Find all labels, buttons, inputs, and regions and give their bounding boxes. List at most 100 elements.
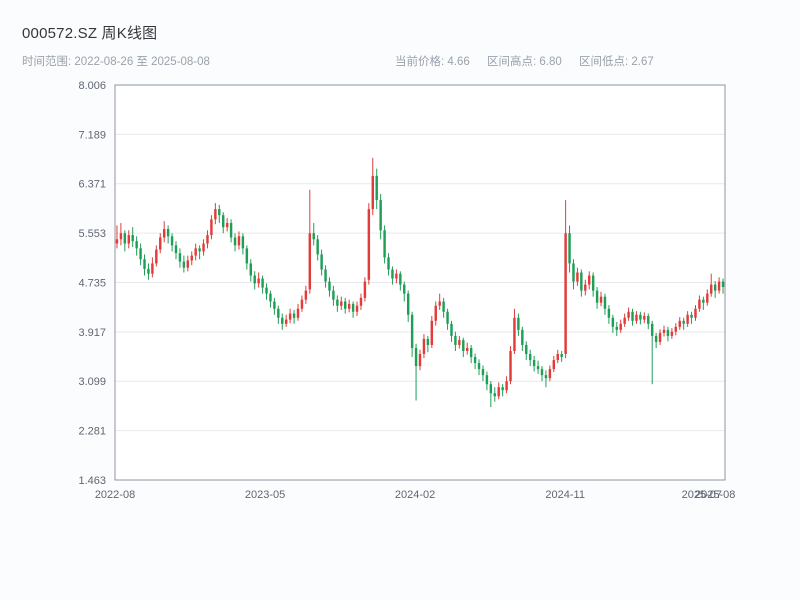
candle-body xyxy=(391,269,394,279)
candle-body xyxy=(702,299,705,303)
candle-body xyxy=(336,299,339,306)
candle-body xyxy=(320,254,323,270)
candle-body xyxy=(159,237,162,250)
candle-body xyxy=(292,313,296,318)
candle-body xyxy=(210,219,213,236)
candle-body xyxy=(233,237,237,246)
candle-body xyxy=(469,347,473,358)
svg-text:3.099: 3.099 xyxy=(78,376,106,388)
candle-body xyxy=(206,235,209,244)
candle-body xyxy=(387,257,390,270)
candle-body xyxy=(560,354,563,358)
svg-text:2023-05: 2023-05 xyxy=(245,489,285,501)
candle-body xyxy=(332,290,335,300)
svg-text:3.917: 3.917 xyxy=(78,327,106,339)
candle-body xyxy=(257,278,260,284)
candle-body xyxy=(202,243,205,252)
date-range-label: 时间范围: 2022-08-26 至 2025-08-08 xyxy=(22,56,210,68)
candle-body xyxy=(666,329,670,336)
svg-text:2.281: 2.281 xyxy=(78,426,106,438)
candle-body xyxy=(505,381,508,391)
candle-body xyxy=(296,308,300,318)
candle-body xyxy=(430,320,434,345)
candle-body xyxy=(304,290,308,300)
candle-body xyxy=(225,223,229,228)
candle-body xyxy=(647,315,650,324)
candle-body xyxy=(438,301,441,306)
candle-body xyxy=(261,278,264,288)
candle-body xyxy=(182,261,186,268)
candle-body xyxy=(458,340,461,345)
svg-text:6.371: 6.371 xyxy=(78,179,106,191)
y-axis-labels: 8.006 7.189 6.371 5.553 4.735 3.917 3.099 2.281… xyxy=(78,80,106,487)
candle-body xyxy=(544,375,548,379)
plot-frame xyxy=(114,84,726,481)
candle-body xyxy=(222,215,225,228)
candle-body xyxy=(155,249,158,264)
candle-body xyxy=(509,350,512,382)
candle-body xyxy=(269,293,272,302)
candle-body xyxy=(316,239,319,255)
candle-body xyxy=(277,308,280,318)
candle-body xyxy=(170,236,174,246)
candle-body xyxy=(635,314,638,321)
candle-body xyxy=(670,331,674,336)
candle-body xyxy=(540,369,544,376)
candle-body xyxy=(328,281,331,291)
candle-body xyxy=(658,332,662,342)
candle-body xyxy=(426,338,430,345)
candle-body xyxy=(446,311,449,324)
candle-body xyxy=(572,263,575,282)
candle-body xyxy=(442,301,445,312)
candle-body xyxy=(288,313,292,320)
candle-body xyxy=(406,293,410,315)
candle-body xyxy=(237,236,241,246)
candle-body xyxy=(119,233,123,240)
candle-body xyxy=(477,363,481,370)
candle-body xyxy=(344,301,347,309)
candle-body xyxy=(532,360,536,367)
candle-body xyxy=(489,384,493,394)
candle-body xyxy=(399,273,402,285)
current-price-label: 当前价格: 4.66 xyxy=(395,56,470,68)
candle-body xyxy=(556,354,559,361)
candle-body xyxy=(576,272,579,282)
candle-body xyxy=(639,314,642,320)
candle-body xyxy=(698,299,701,309)
candle-body xyxy=(521,329,524,345)
candle-body xyxy=(194,248,197,256)
candle-body xyxy=(355,305,359,312)
candle-body xyxy=(143,259,146,269)
candle-body xyxy=(466,347,469,351)
candle-body xyxy=(135,241,138,249)
candle-body xyxy=(115,239,119,244)
candle-body xyxy=(717,281,721,291)
candle-body xyxy=(414,347,418,367)
candle-body xyxy=(300,299,304,309)
candle-body xyxy=(501,387,504,391)
candle-body xyxy=(485,375,489,385)
candle-body xyxy=(599,296,603,303)
candle-body xyxy=(379,200,382,231)
range-high-label: 区间高点: 6.80 xyxy=(486,56,562,68)
candle-body xyxy=(359,297,363,306)
candle-body xyxy=(650,323,654,336)
candle-body xyxy=(462,340,465,351)
candle-body xyxy=(654,335,658,342)
candle-body xyxy=(351,303,355,312)
candle-body xyxy=(481,369,485,376)
candle-body xyxy=(284,319,288,324)
candle-body xyxy=(395,273,398,279)
candle-body xyxy=(265,287,268,294)
candle-body xyxy=(528,354,532,361)
candle-body xyxy=(147,268,150,274)
page-title: 000572.SZ 周K线图 xyxy=(22,25,158,42)
x-axis-labels: 2022-08 2023-05 2024-02 2024-11 2025-082025-… xyxy=(95,489,736,501)
candle-body xyxy=(198,248,201,252)
candle-body xyxy=(229,223,233,238)
candle-body xyxy=(473,357,477,364)
candle-body xyxy=(253,275,256,284)
candle-body xyxy=(324,269,327,282)
candle-body xyxy=(174,245,178,254)
